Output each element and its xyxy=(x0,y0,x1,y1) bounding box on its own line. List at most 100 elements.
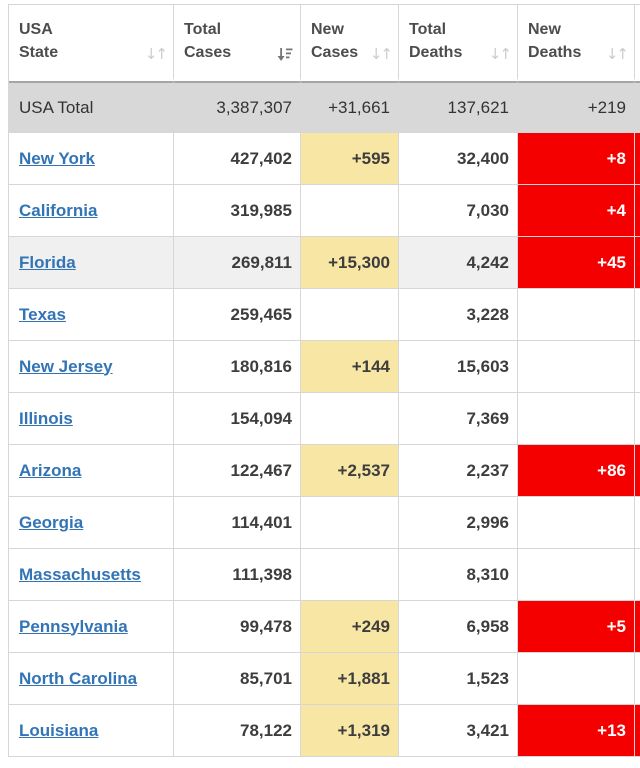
column-label-line2: Cases xyxy=(184,43,232,61)
state-cell: Georgia xyxy=(9,497,174,549)
table-row-north-carolina: North Carolina 85,701 +1,881 1,523 xyxy=(9,653,640,705)
table-header-row: USA State ↓↑ Total Cases New Cases ↓↑ Total Death… xyxy=(9,5,640,81)
state-link-pennsylvania[interactable]: Pennsylvania xyxy=(19,616,128,636)
column-label-line2: Deaths xyxy=(409,43,463,61)
total-deaths-cell: 4,242 xyxy=(399,237,518,289)
total-deaths-cell: 2,996 xyxy=(399,497,518,549)
column-header-total-cases[interactable]: Total Cases xyxy=(174,5,301,81)
cutoff-cell xyxy=(635,341,640,393)
state-cell: Illinois xyxy=(9,393,174,445)
total-deaths-cell: 32,400 xyxy=(399,133,518,185)
total-deaths-cell: 3,421 xyxy=(399,705,518,757)
total-cases-cell: 269,811 xyxy=(174,237,301,289)
new-cases-cell: +595 xyxy=(301,133,399,185)
new-deaths-cell: +4 xyxy=(518,185,635,237)
new-deaths-cell xyxy=(518,341,635,393)
column-header-cutoff xyxy=(635,5,640,81)
cutoff-cell xyxy=(635,393,640,445)
new-cases-cell: +144 xyxy=(301,341,399,393)
column-label-line1: Total xyxy=(184,20,222,38)
total-cases-cell: 99,478 xyxy=(174,601,301,653)
new-deaths-cell xyxy=(518,497,635,549)
state-link-arizona[interactable]: Arizona xyxy=(19,460,82,480)
sort-both-icon: ↓↑ xyxy=(369,45,393,63)
column-header-new-deaths[interactable]: New Deaths ↓↑ xyxy=(518,5,635,81)
new-deaths-cell xyxy=(518,653,635,705)
table-row-massachusetts: Massachusetts 111,398 8,310 xyxy=(9,549,640,601)
total-cases-cell: 259,465 xyxy=(174,289,301,341)
state-link-georgia[interactable]: Georgia xyxy=(19,512,84,532)
table-row-pennsylvania: Pennsylvania 99,478 +249 6,958 +5 xyxy=(9,601,640,653)
column-label-line1: New xyxy=(311,20,344,38)
usa-total-label-cell: USA Total xyxy=(9,81,174,133)
usa-total-row: USA Total 3,387,307 +31,661 137,621 +219 xyxy=(9,81,640,133)
cutoff-cell xyxy=(635,549,640,601)
state-cell: New York xyxy=(9,133,174,185)
total-cases-cell: 114,401 xyxy=(174,497,301,549)
new-cases-cell: +249 xyxy=(301,601,399,653)
usa-total-cutoff-cell xyxy=(635,81,640,133)
column-label-line2: Cases xyxy=(311,43,359,61)
state-cell: California xyxy=(9,185,174,237)
table-row-texas: Texas 259,465 3,228 xyxy=(9,289,640,341)
table-row-illinois: Illinois 154,094 7,369 xyxy=(9,393,640,445)
usa-total-total-deaths-cell: 137,621 xyxy=(399,81,518,133)
column-header-state[interactable]: USA State ↓↑ xyxy=(9,5,174,81)
state-link-california[interactable]: California xyxy=(19,200,98,220)
state-link-new-york[interactable]: New York xyxy=(19,148,95,168)
table-row-arizona: Arizona 122,467 +2,537 2,237 +86 xyxy=(9,445,640,497)
cutoff-cell xyxy=(635,133,640,185)
state-cell: Louisiana xyxy=(9,705,174,757)
state-link-illinois[interactable]: Illinois xyxy=(19,408,73,428)
new-deaths-cell: +5 xyxy=(518,601,635,653)
new-cases-cell: +15,300 xyxy=(301,237,399,289)
column-header-total-deaths[interactable]: Total Deaths ↓↑ xyxy=(399,5,518,81)
state-link-louisiana[interactable]: Louisiana xyxy=(19,720,99,740)
total-cases-cell: 122,467 xyxy=(174,445,301,497)
state-cell: Texas xyxy=(9,289,174,341)
new-deaths-cell xyxy=(518,393,635,445)
total-cases-cell: 180,816 xyxy=(174,341,301,393)
total-cases-cell: 154,094 xyxy=(174,393,301,445)
total-deaths-cell: 15,603 xyxy=(399,341,518,393)
cutoff-cell xyxy=(635,237,640,289)
table-row-california: California 319,985 7,030 +4 xyxy=(9,185,640,237)
state-link-texas[interactable]: Texas xyxy=(19,304,66,324)
state-link-north-carolina[interactable]: North Carolina xyxy=(19,668,138,688)
column-label-line1: New xyxy=(528,20,561,38)
new-cases-cell xyxy=(301,497,399,549)
table-row-new-york: New York 427,402 +595 32,400 +8 xyxy=(9,133,640,185)
new-cases-cell: +1,881 xyxy=(301,653,399,705)
cutoff-cell xyxy=(635,601,640,653)
cutoff-cell xyxy=(635,185,640,237)
new-cases-cell: +1,319 xyxy=(301,705,399,757)
total-deaths-cell: 6,958 xyxy=(399,601,518,653)
column-label-line1: Total xyxy=(409,20,447,38)
column-label-line2: Deaths xyxy=(528,43,582,61)
total-deaths-cell: 8,310 xyxy=(399,549,518,601)
state-link-massachusetts[interactable]: Massachusetts xyxy=(19,564,141,584)
state-cell: Pennsylvania xyxy=(9,601,174,653)
new-cases-cell xyxy=(301,289,399,341)
cutoff-cell xyxy=(635,497,640,549)
new-cases-cell: +2,537 xyxy=(301,445,399,497)
state-cell: Massachusetts xyxy=(9,549,174,601)
new-deaths-cell xyxy=(518,289,635,341)
column-header-new-cases[interactable]: New Cases ↓↑ xyxy=(301,5,399,81)
covid-states-table-page: USA State ↓↑ Total Cases New Cases ↓↑ Total Death… xyxy=(8,4,640,757)
usa-total-new-deaths-cell: +219 xyxy=(518,81,635,133)
state-cell: Arizona xyxy=(9,445,174,497)
state-cell: New Jersey xyxy=(9,341,174,393)
state-link-new-jersey[interactable]: New Jersey xyxy=(19,356,113,376)
table-row-new-jersey: New Jersey 180,816 +144 15,603 xyxy=(9,341,640,393)
column-label-line2: State xyxy=(19,43,59,61)
total-cases-cell: 319,985 xyxy=(174,185,301,237)
table-row-georgia: Georgia 114,401 2,996 xyxy=(9,497,640,549)
table-body: USA Total 3,387,307 +31,661 137,621 +219 New … xyxy=(9,81,640,757)
cutoff-cell xyxy=(635,289,640,341)
state-link-florida[interactable]: Florida xyxy=(19,252,76,272)
state-cell: North Carolina xyxy=(9,653,174,705)
new-cases-cell xyxy=(301,185,399,237)
total-cases-cell: 111,398 xyxy=(174,549,301,601)
sort-both-icon: ↓↑ xyxy=(488,45,512,63)
